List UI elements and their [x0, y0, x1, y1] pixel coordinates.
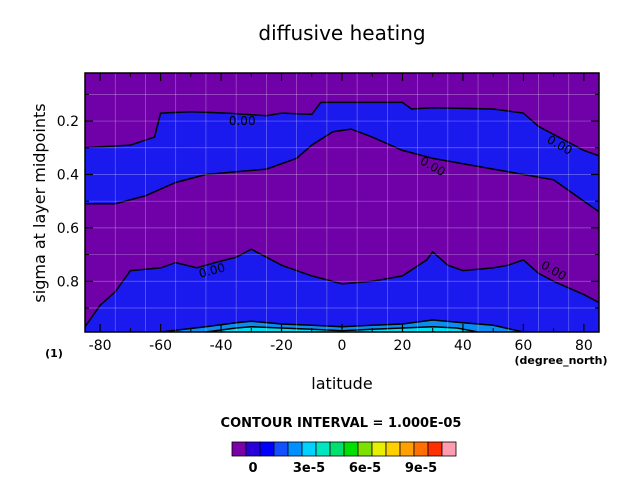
- y-tick-label: 0.4: [57, 167, 79, 183]
- colorbar-swatch: [343, 441, 359, 457]
- colorbar: [231, 441, 457, 457]
- x-tick-label: 80: [575, 338, 593, 354]
- colorbar-swatch: [413, 441, 429, 457]
- y-axis-title: sigma at layer midpoints: [30, 103, 49, 302]
- colorbar-swatch: [441, 441, 457, 457]
- y-unit-label: (1): [45, 347, 63, 360]
- upper-positive-band-contour-top: [85, 101, 599, 157]
- x-tick-label: 40: [454, 338, 472, 354]
- colorbar-swatch: [427, 441, 443, 457]
- x-tick-label: -60: [149, 338, 172, 354]
- x-axis-title: latitude: [311, 374, 372, 393]
- y-tick-label: 0.2: [57, 114, 79, 130]
- plot-area: [85, 73, 599, 332]
- grid: [85, 73, 599, 332]
- contour-label: 0.00: [229, 114, 256, 128]
- upper-positive-band-fill: [85, 102, 599, 212]
- x-unit-label: (degree_north): [514, 354, 607, 367]
- x-tick-label: -80: [89, 338, 112, 354]
- x-tick-label: -40: [210, 338, 233, 354]
- colorbar-swatch: [385, 441, 401, 457]
- y-tick-label: 0.6: [57, 221, 79, 237]
- x-tick-label: 0: [338, 338, 347, 354]
- colorbar-swatch: [245, 441, 261, 457]
- colorbar-label: 0: [248, 461, 257, 476]
- colorbar-label: 9e-5: [405, 461, 437, 476]
- x-tick-label: 60: [514, 338, 532, 354]
- colorbar-swatch: [357, 441, 373, 457]
- colorbar-swatch: [259, 441, 275, 457]
- colorbar-swatch: [329, 441, 345, 457]
- x-tick-label: 20: [394, 338, 412, 354]
- colorbar-swatch: [287, 441, 303, 457]
- colorbar-swatch: [231, 441, 247, 457]
- colorbar-swatch: [301, 441, 317, 457]
- colorbar-swatch: [273, 441, 289, 457]
- colorbar-swatch: [371, 441, 387, 457]
- chart-title: diffusive heating: [258, 21, 425, 45]
- y-tick-label: 0.8: [57, 274, 79, 290]
- lower-positive-band-contour-top: [85, 248, 599, 328]
- contour-interval-label: CONTOUR INTERVAL = 1.000E-05: [221, 416, 462, 431]
- colorbar-label: 3e-5: [293, 461, 325, 476]
- x-tick-label: -20: [270, 338, 293, 354]
- colorbar-swatch: [315, 441, 331, 457]
- lower-positive-band-fill: [85, 249, 599, 332]
- colorbar-label: 6e-5: [349, 461, 381, 476]
- upper-positive-band-contour-bottom: [85, 128, 599, 213]
- contour-label: 0.00: [197, 260, 226, 280]
- colorbar-swatch: [399, 441, 415, 457]
